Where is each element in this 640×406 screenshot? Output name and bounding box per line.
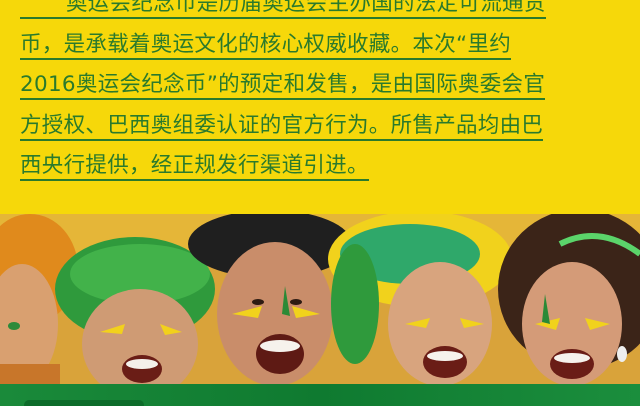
intro-line: 西央行提供，经正规发行渠道引进。	[20, 153, 369, 181]
crowd-of-brazil-fans-icon	[0, 214, 640, 384]
intro-section: 奥运会纪念币是历届奥运会主办国的法定可流通货 币，是承载着奥运文化的核心权威收藏…	[0, 0, 640, 214]
intro-line: 方授权、巴西奥组委认证的官方行为。所售产品均由巴	[20, 113, 543, 141]
intro-paragraph: 奥运会纪念币是历届奥运会主办国的法定可流通货 币，是承载着奥运文化的核心权威收藏…	[20, 0, 624, 187]
intro-line: 2016奥运会纪念币”的预定和发售，是由国际奥委会官	[20, 72, 545, 100]
intro-line: 奥运会纪念币是历届奥运会主办国的法定可流通货	[20, 0, 546, 19]
intro-line: 币，是承载着奥运文化的核心权威收藏。本次“里约	[20, 32, 511, 60]
footer-band	[0, 384, 640, 406]
fans-photo	[0, 214, 640, 384]
footer-pill	[24, 400, 144, 406]
